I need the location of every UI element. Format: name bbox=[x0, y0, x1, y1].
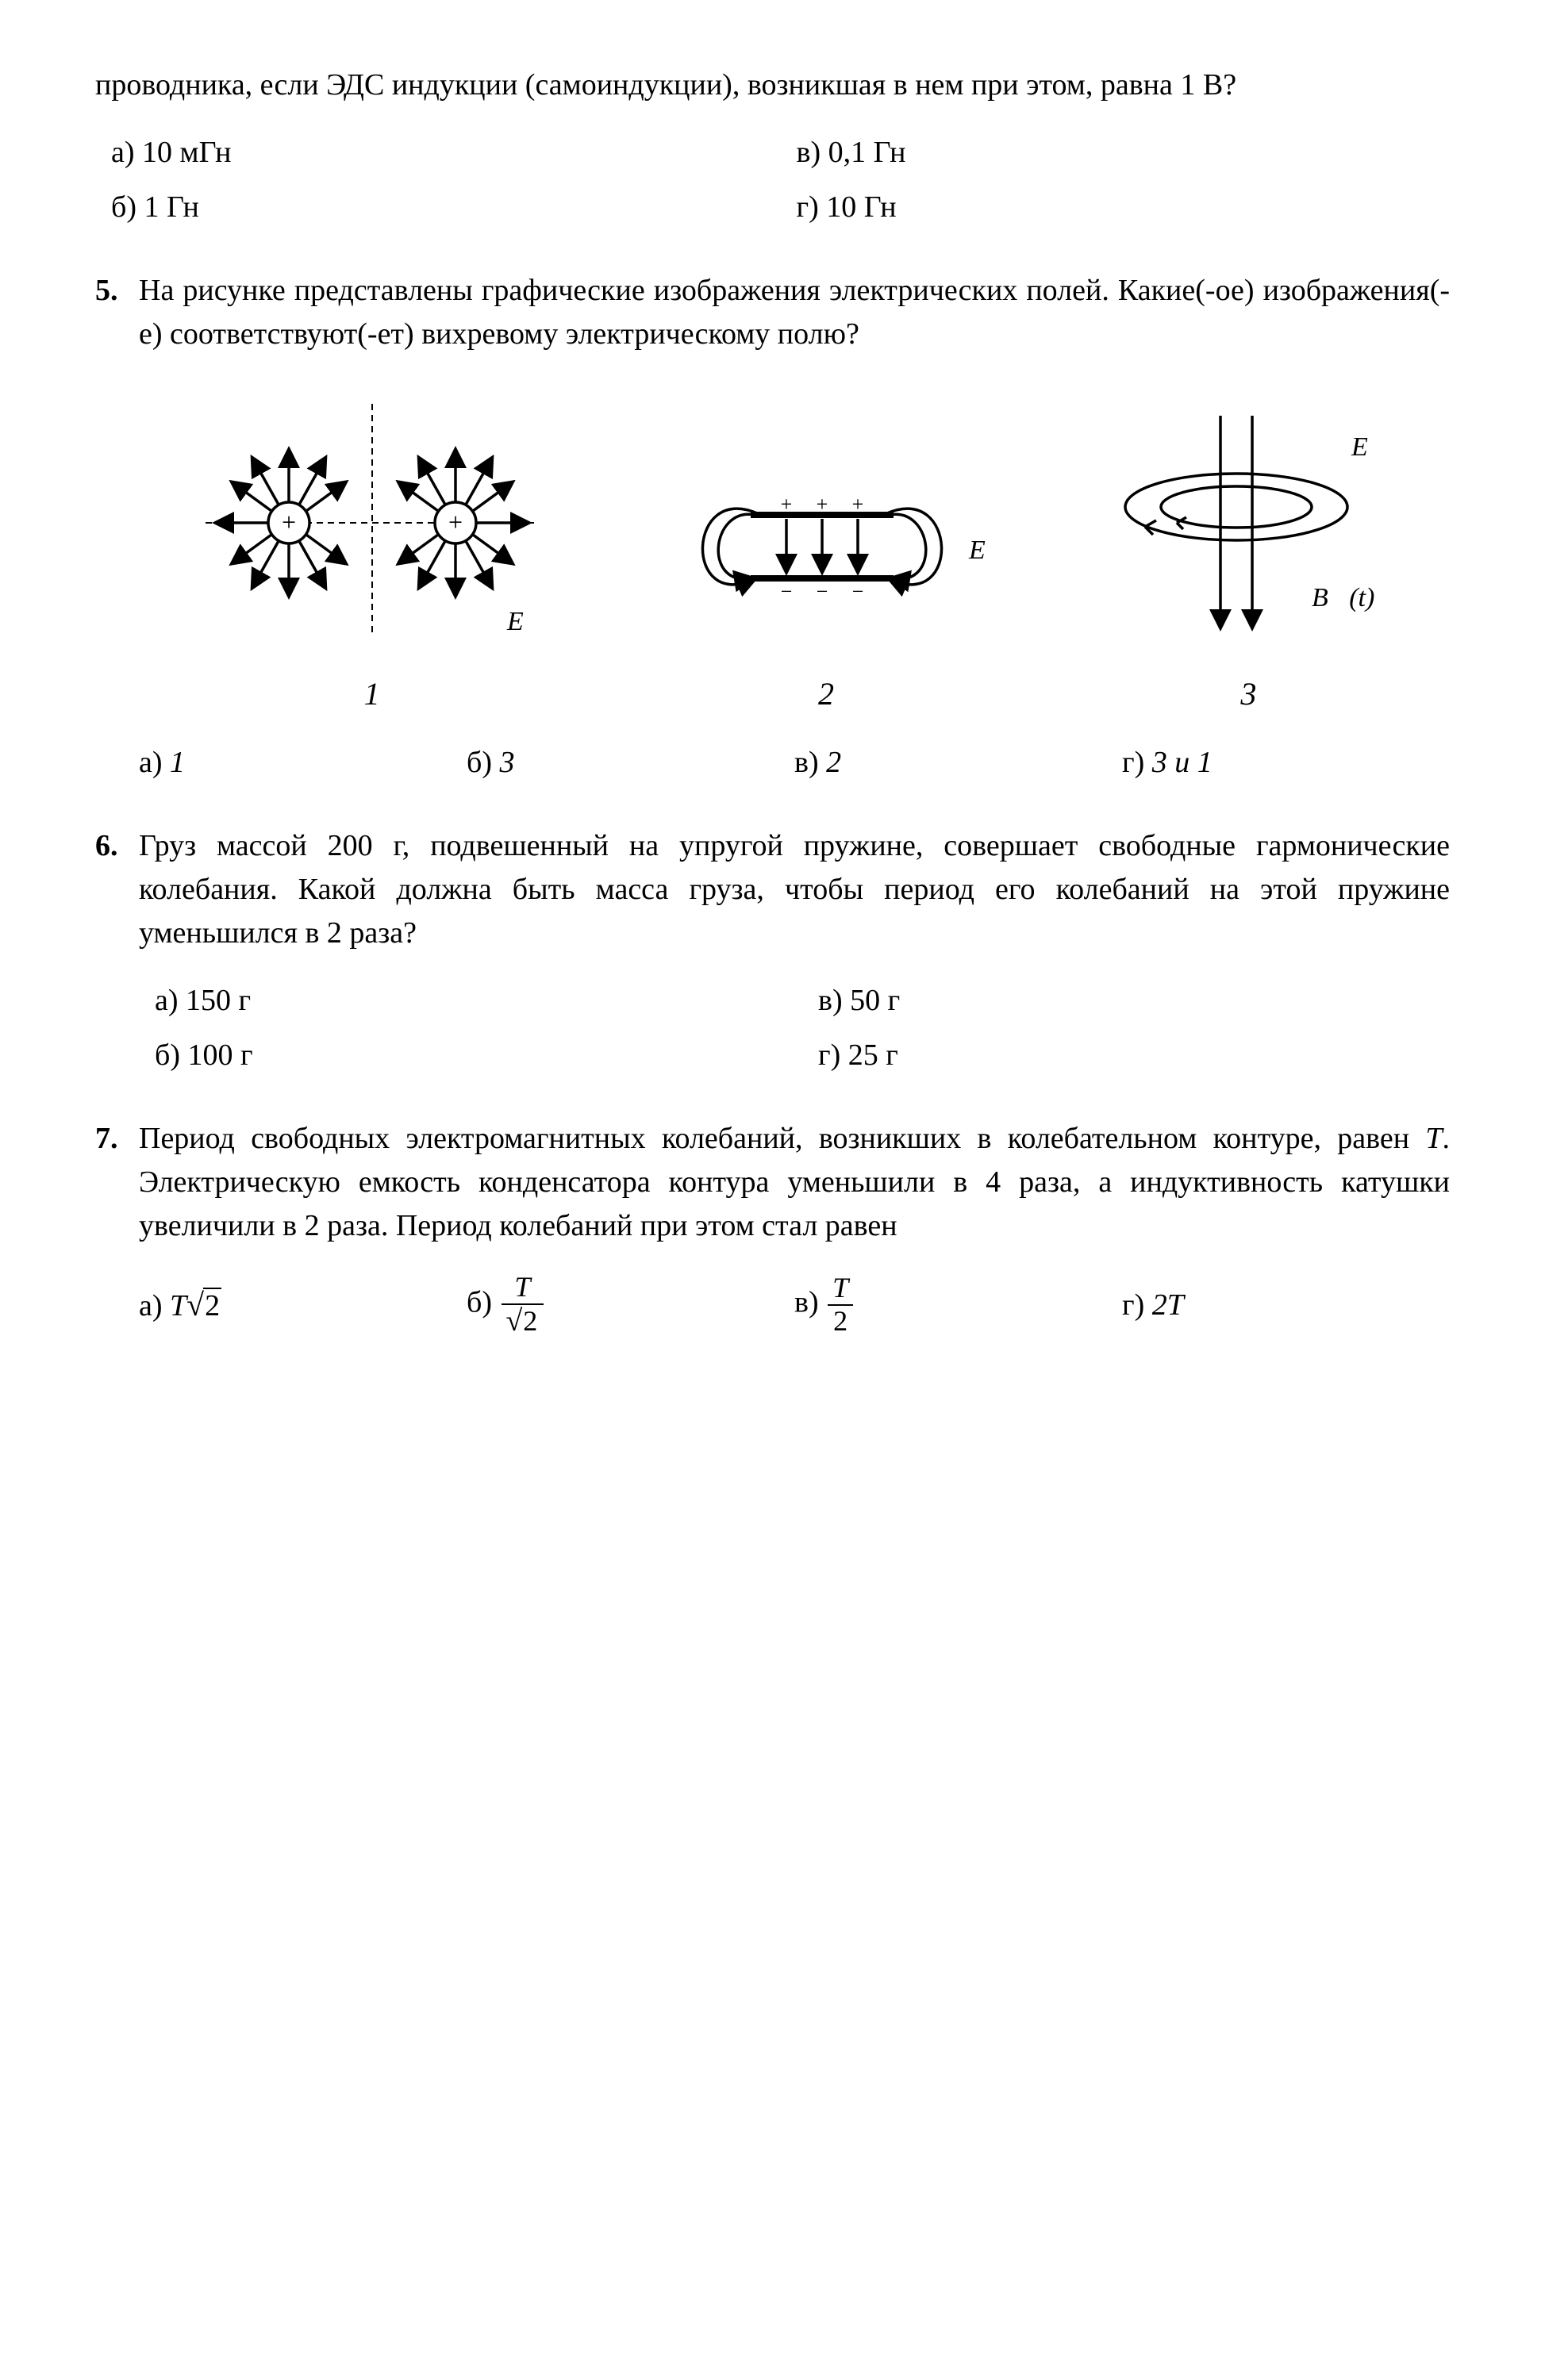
q5-fig2-label: 2 bbox=[655, 671, 997, 717]
svg-text:+: + bbox=[852, 493, 864, 516]
q5-fig2: + + + − − − E⃗ bbox=[655, 451, 997, 716]
q6-opt-v: в) 50 г bbox=[818, 979, 1450, 1023]
diagram-vortex-icon: E⃗ B⃗(t) bbox=[1097, 404, 1399, 642]
q4-text: проводника, если ЭДС индукции (самоиндук… bbox=[95, 63, 1450, 107]
svg-text:−: − bbox=[817, 580, 828, 603]
q4-opt-g: г) 10 Гн bbox=[797, 186, 1451, 229]
q7-opt-g: г) 2T bbox=[1122, 1284, 1450, 1327]
svg-text:−: − bbox=[781, 580, 793, 603]
q6-options: а) 150 г в) 50 г б) 100 г г) 25 г bbox=[155, 979, 1450, 1077]
question-4-fragment: проводника, если ЭДС индукции (самоиндук… bbox=[95, 63, 1450, 229]
svg-text:E⃗: E⃗ bbox=[968, 536, 997, 565]
q5-text: 5.На рисунке представлены графические из… bbox=[139, 269, 1450, 356]
svg-text:+: + bbox=[448, 508, 463, 536]
svg-text:B⃗(t): B⃗(t) bbox=[1312, 583, 1374, 612]
q5-fig3: E⃗ B⃗(t) 3 bbox=[1097, 404, 1399, 716]
q5-opt-b: б) 3 bbox=[467, 741, 794, 785]
svg-text:+: + bbox=[817, 493, 828, 516]
question-5: 5.На рисунке представлены графические из… bbox=[139, 269, 1450, 784]
q7-number: 7. bbox=[95, 1117, 139, 1161]
q6-opt-g: г) 25 г bbox=[818, 1034, 1450, 1077]
q5-number: 5. bbox=[95, 269, 139, 313]
q5-opt-g: г) 3 и 1 bbox=[1122, 741, 1450, 785]
diagram-capacitor-icon: + + + − − − E⃗ bbox=[655, 451, 997, 642]
diagram-two-charges-icon: + bbox=[190, 396, 555, 642]
q6-opt-a: а) 150 г bbox=[155, 979, 786, 1023]
q4-opt-b: б) 1 Гн bbox=[111, 186, 765, 229]
question-7: 7.Период свободных электромагнитных коле… bbox=[139, 1117, 1450, 1338]
svg-text:+: + bbox=[781, 493, 793, 516]
q5-fig3-label: 3 bbox=[1097, 671, 1399, 717]
q5-opt-v: в) 2 bbox=[794, 741, 1122, 785]
q4-options: а) 10 мГн в) 0,1 Гн б) 1 Гн г) 10 Гн bbox=[111, 131, 1450, 229]
q5-opt-a: а) 1 bbox=[139, 741, 467, 785]
q6-opt-b: б) 100 г bbox=[155, 1034, 786, 1077]
q7-text: 7.Период свободных электромагнитных коле… bbox=[139, 1117, 1450, 1248]
q5-fig1-label: 1 bbox=[190, 671, 555, 717]
q7-opt-a: а) T√2 bbox=[139, 1282, 467, 1328]
svg-text:E⃗: E⃗ bbox=[1351, 432, 1389, 462]
q7-opt-b: б) T√2 bbox=[467, 1272, 794, 1338]
q6-text: 6.Груз массой 200 г, подвешенный на упру… bbox=[139, 824, 1450, 955]
q5-fig1: + bbox=[190, 396, 555, 716]
q7-options: а) T√2 б) T√2 в) T2 г) 2T bbox=[139, 1272, 1450, 1338]
question-6: 6.Груз массой 200 г, подвешенный на упру… bbox=[139, 824, 1450, 1077]
q5-figures: + bbox=[139, 396, 1450, 716]
q4-opt-a: а) 10 мГн bbox=[111, 131, 765, 175]
svg-text:E⃗: E⃗ bbox=[506, 607, 544, 636]
q7-opt-v: в) T2 bbox=[794, 1273, 1122, 1337]
svg-text:+: + bbox=[282, 508, 296, 536]
q5-options: а) 1 б) 3 в) 2 г) 3 и 1 bbox=[139, 741, 1450, 785]
svg-text:−: − bbox=[852, 580, 864, 603]
q6-number: 6. bbox=[95, 824, 139, 868]
q4-opt-v: в) 0,1 Гн bbox=[797, 131, 1451, 175]
